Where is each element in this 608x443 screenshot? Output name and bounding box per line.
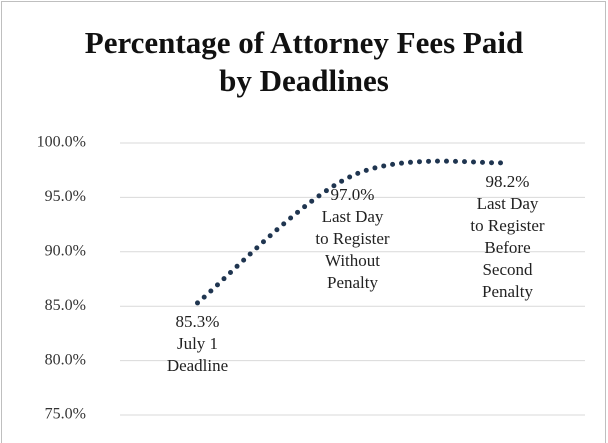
chart-title: Percentage of Attorney Fees Paid by Dead… [84, 25, 524, 98]
title-box: Percentage of Attorney Fees Paid by Dead… [84, 25, 524, 98]
y-tick-label: 95.0% [45, 188, 86, 205]
y-tick-label: 75.0% [45, 406, 86, 423]
value-label: 85.3% [175, 311, 220, 331]
data-label-box: 85.3% July 1 Deadline [159, 311, 236, 377]
value-label: 98.2% [485, 171, 530, 191]
y-tick-label: 85.0% [45, 297, 86, 314]
y-tick-label: 80.0% [45, 351, 86, 368]
y-tick-label: 100.0% [37, 134, 86, 151]
category-label: Last Day to Register Before Second Penal… [470, 193, 545, 301]
category-label: Last Day to Register Without Penalty [315, 206, 390, 292]
data-label-box: 98.2% Last Day to Register Before Second … [469, 171, 546, 303]
data-label-box: 97.0% Last Day to Register Without Penalt… [314, 184, 391, 294]
data-label: 85.3%July 1 Deadline [159, 311, 236, 377]
line-series [195, 158, 510, 306]
y-tick-label: 90.0% [45, 242, 86, 259]
data-label: 97.0%Last Day to Register Without Penalt… [314, 184, 391, 294]
category-label: July 1 Deadline [166, 333, 229, 375]
data-label: 98.2%Last Day to Register Before Second … [469, 171, 546, 303]
value-label: 97.0% [330, 184, 375, 204]
